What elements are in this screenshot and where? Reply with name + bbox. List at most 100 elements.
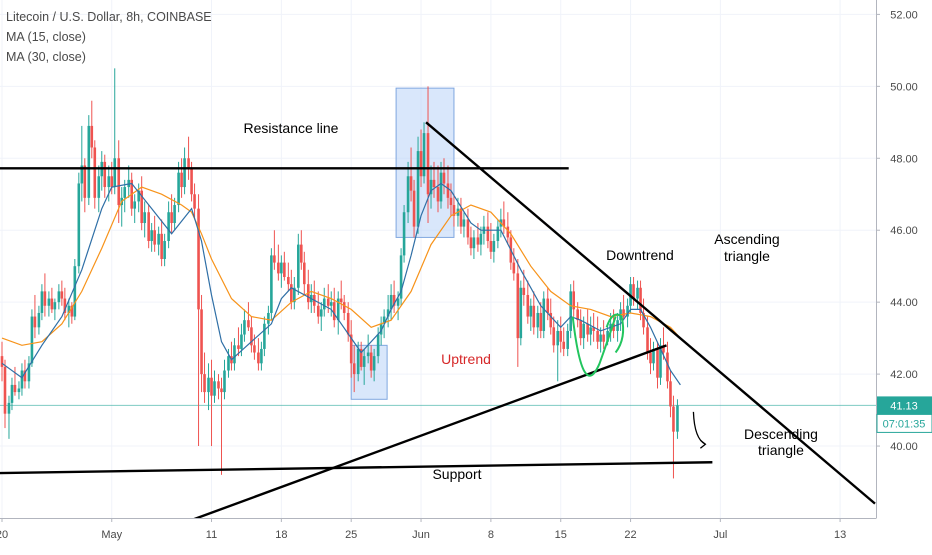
candle-body [569,291,572,331]
candle-body [596,330,599,342]
candle-body [263,323,266,349]
candle-body [352,363,356,375]
candle-body [362,356,366,367]
candle-body [382,316,386,324]
ma30-line [1,186,681,346]
symbol-title: Litecoin / U.S. Dollar, 8h, COINBASE [6,10,212,24]
price-tag-box [877,396,932,415]
candle-body [322,298,326,310]
candle-body [539,312,543,331]
label-descending-line2: triangle [758,442,804,458]
candle-body [602,334,605,342]
candle-body [240,334,243,349]
candle-body [316,305,320,317]
candle-body [519,287,523,339]
candle-body [396,298,400,306]
time-tick-label: 13 [834,529,846,541]
countdown-label: 07:01:35 [883,418,926,430]
candle-body [532,305,536,328]
candle-body [107,176,111,188]
candle-body [260,348,263,364]
candle-body [213,381,216,396]
candle-body [57,291,61,303]
candle-body [579,320,582,339]
candle-body [243,320,246,335]
candle-body [187,158,190,170]
ma15-legend: MA (15, close) [6,30,86,44]
candle-body [426,133,430,195]
candle-body [419,151,423,177]
candle-body [177,172,180,206]
candle-body [297,244,300,288]
candle-body [446,183,450,198]
candle-body [293,287,296,303]
candle-body [97,176,101,198]
candle-body [60,291,64,299]
candle-body [300,244,303,263]
time-axis-bg [0,518,932,550]
candle-body [512,262,516,274]
candle-body [346,312,350,335]
candle-body [409,176,413,191]
price-tick-label: 50.00 [890,81,918,93]
candle-body [93,147,97,198]
candle-body [549,312,553,328]
candle-body [207,377,210,393]
candle-body [287,276,290,285]
candle-body [273,255,276,263]
candle-body [492,241,496,252]
candle-body [369,352,373,371]
candle-body [599,334,602,342]
candle-body [133,201,136,209]
candle-body [50,298,54,310]
candle-body [649,352,652,364]
candle-body [123,187,127,198]
candle-body [466,219,470,238]
candle-body [516,273,520,339]
candle-body [566,330,570,349]
candle-body [237,345,240,349]
candle-body [3,366,7,414]
candle-body [163,241,166,259]
candle-body [402,212,406,256]
candle-body [639,287,642,313]
candle-body [140,190,143,224]
candle-body [592,327,595,331]
candle-body [20,370,24,389]
candle-body [73,266,77,317]
candle-body [389,294,393,310]
candle-body [257,352,260,364]
candle-body [13,384,17,393]
price-tag-value: 41.13 [890,400,918,412]
uptrend-line [128,344,667,545]
candle-body [436,187,440,202]
candle-body [40,291,44,313]
time-tick-label: 18 [275,529,287,541]
countdown-box [876,413,932,433]
candle-body [412,190,416,227]
candle-body [143,212,146,224]
candle-body [559,330,563,342]
candle-body [489,241,493,252]
time-tick-label: 8 [488,529,494,541]
candle-body [153,230,156,245]
time-tick-label: 15 [555,529,567,541]
candle-body [522,287,526,295]
candle-body [472,237,476,249]
candle-body [17,388,21,393]
candle-body [469,237,473,249]
candle-body [67,305,71,313]
candle-body [103,161,107,188]
candle-body [10,384,14,403]
time-tick-label: 22 [624,529,636,541]
candle-body [416,151,420,227]
candle-body [193,194,196,209]
candle-body [392,294,396,306]
candle-body [589,327,592,335]
candle-body [399,255,403,299]
candle-body [210,377,213,396]
candle-body [87,125,91,198]
candle-body [283,262,286,277]
